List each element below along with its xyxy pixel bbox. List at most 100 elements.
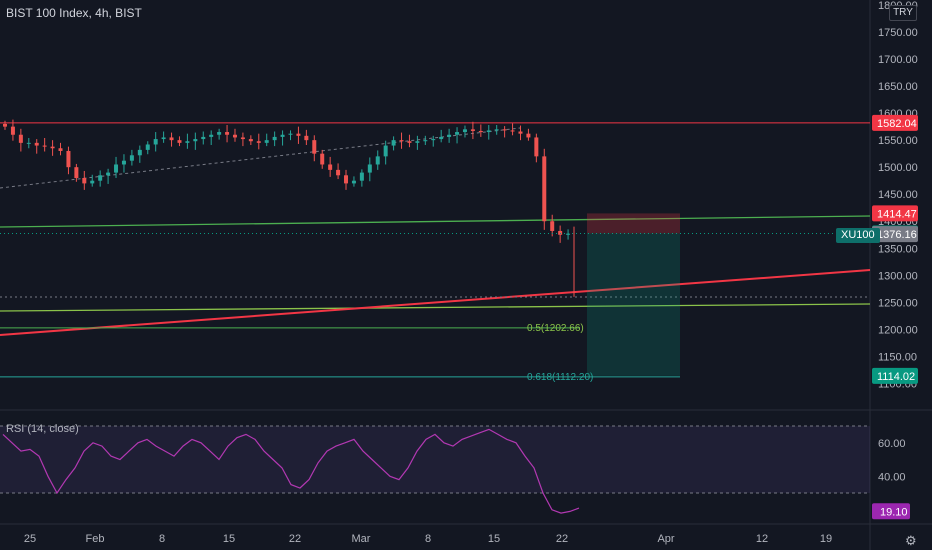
candle-body [344,175,349,184]
candle-body [502,129,507,131]
candle-body [359,172,364,181]
candle-body [526,133,531,138]
support-green-line-lower [0,303,871,312]
time-tick-label: 15 [223,533,235,545]
price-tick-label: 1550.00 [878,135,918,147]
rsi-panel [0,425,870,514]
rsi-value-bg [872,503,910,520]
symbol-price-label: XU100 [836,228,880,243]
candle-body [439,136,444,140]
candle-body [542,156,547,222]
rsi-tick-label: 60.00 [878,438,906,450]
candle-body [320,153,325,165]
fib-label: 0.5(1202.66) [527,323,584,334]
candle-body [462,129,467,133]
time-axis[interactable]: 25 Feb 8 15 22 Mar 8 15 22 Apr 12 19 [24,533,832,545]
candle-body [177,140,182,143]
candle-body [185,141,190,143]
rsi-tick-label: 40.00 [878,471,906,483]
candle-body [550,221,555,231]
candle-body [470,129,475,131]
candle-body [225,132,230,135]
rsi-value-label: 19.10 [880,506,908,518]
candle-body [264,140,269,143]
price-tick-label: 1200.00 [878,324,918,336]
candle-body [114,164,119,173]
candle-body [534,137,539,157]
price-label-bg [872,114,918,131]
candle-body [169,137,174,141]
candle-body [431,139,436,141]
support-green-line-upper [0,215,871,228]
candle-body [336,169,341,176]
candle-body [240,137,245,140]
candle-body [193,139,198,142]
candle-body [375,156,380,165]
candle-body [145,144,150,150]
candle-body [455,132,460,135]
candle-body [26,142,31,144]
time-tick-label: Mar [352,533,371,545]
price-label-text: 1376.16 [877,229,917,241]
candle-body [486,130,491,133]
price-panel: 0.5(1202.66) 0.618(1112.20) [0,119,871,383]
candle-body [256,141,261,143]
candle-body [18,134,23,143]
candle-body [399,140,404,142]
candle-body [248,139,253,142]
candle-body [106,172,111,176]
candle-body [34,142,39,146]
price-tick-label: 1250.00 [878,297,918,309]
candle-body [217,132,222,135]
rsi-band [0,426,870,493]
candle-body [383,145,388,157]
candle-body [272,136,277,141]
price-tick-label: 1650.00 [878,81,918,93]
candle-body [66,150,71,168]
time-tick-label: 12 [756,533,768,545]
candle-body [478,130,483,133]
currency-button[interactable]: TRY [889,5,917,21]
candle-body [90,180,95,184]
candle-body [566,233,571,235]
candle-body [407,141,412,143]
candle-body [232,134,237,138]
candle-body [209,134,214,137]
settings-gear-icon[interactable]: ⚙ [905,533,917,548]
price-label-text: 1582.04 [877,118,917,130]
rsi-axis[interactable]: 60.00 40.00 19.10 [872,438,910,520]
candle-body [3,123,7,127]
candle-body [153,139,158,145]
price-axis[interactable]: 1800.001750.001700.001650.001600.001550.… [872,0,918,390]
candle-body [10,126,15,135]
short-stop-zone [587,213,680,234]
candle-body [58,148,63,151]
candle-body [423,140,428,142]
time-tick-label: 25 [24,533,36,545]
candle-body [121,160,126,165]
chart-title: BIST 100 Index, 4h, BIST [6,6,142,20]
candle-body [161,137,166,140]
candle-body [518,131,523,134]
time-tick-label: 15 [488,533,500,545]
candle-body [50,146,55,149]
candle-body [328,164,333,170]
candle-body [201,136,206,140]
price-tick-label: 1300.00 [878,270,918,282]
rsi-indicator-title[interactable]: RSI (14, close) [6,423,79,435]
time-tick-label: 8 [159,533,165,545]
price-label-text: 1414.47 [877,208,917,220]
price-tick-label: 1150.00 [878,351,917,363]
candle-body [367,164,372,173]
candle-body [391,140,396,146]
candle-body [280,134,285,137]
rising-red-trendline [0,269,871,336]
candle-body [304,135,309,141]
candle-body [288,133,293,135]
candle-body [312,140,317,154]
short-target-zone [587,233,680,376]
rsi-line [2,428,580,514]
candle-body [42,145,47,147]
